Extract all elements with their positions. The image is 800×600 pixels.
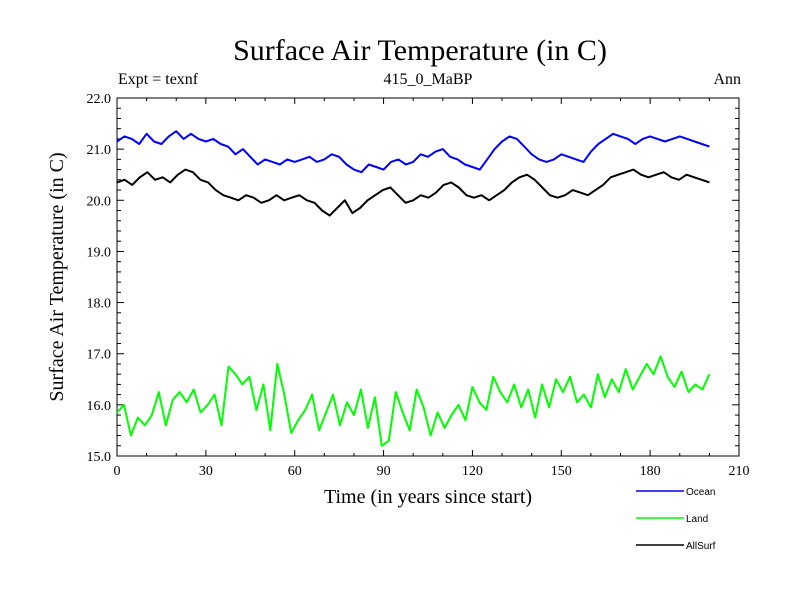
x-tick-label: 120: [462, 464, 483, 479]
series-layer: [116, 130, 711, 447]
y-tick-label: 22.0: [87, 92, 112, 107]
y-tick-label: 15.0: [87, 450, 112, 465]
chart-title: Surface Air Temperature (in C): [233, 34, 607, 67]
x-tick-label: 30: [199, 464, 213, 479]
series-line-allsurf: [116, 168, 710, 217]
y-tick-label: 21.0: [87, 143, 112, 158]
x-tick-label: 150: [551, 464, 572, 479]
x-tick-label: 0: [114, 464, 121, 479]
x-tick-label: 60: [288, 464, 302, 479]
y-tick-label: 17.0: [87, 348, 112, 363]
legend-label-ocean: Ocean: [686, 487, 715, 498]
y-tick-label: 18.0: [87, 297, 112, 312]
x-axis-label: Time (in years since start): [324, 486, 532, 508]
legend-label-allsurf: AllSurf: [686, 541, 716, 552]
series-line-ocean: [116, 130, 710, 174]
x-tick-label: 90: [377, 464, 391, 479]
y-tick-label: 19.0: [87, 245, 112, 260]
series-line-land: [116, 355, 711, 447]
season-label: Ann: [713, 71, 741, 88]
y-axis: 15.0 16.0 17.0 18.0 19.0 20.0 21.0 22.0: [87, 92, 739, 465]
y-axis-label: Surface Air Temperature (in C): [46, 152, 68, 401]
legend-label-land: Land: [686, 514, 708, 525]
x-tick-label: 180: [640, 464, 661, 479]
y-tick-label: 20.0: [87, 194, 112, 209]
legend: Ocean Land AllSurf: [636, 487, 716, 552]
plot-frame: [116, 97, 740, 457]
y-tick-label: 16.0: [87, 399, 112, 414]
period-label: 415_0_MaBP: [384, 71, 473, 88]
x-axis: 0 30 60 90 120 150 180 210: [114, 98, 750, 479]
experiment-label: Expt = texnf: [118, 71, 199, 88]
x-tick-label: 210: [729, 464, 750, 479]
